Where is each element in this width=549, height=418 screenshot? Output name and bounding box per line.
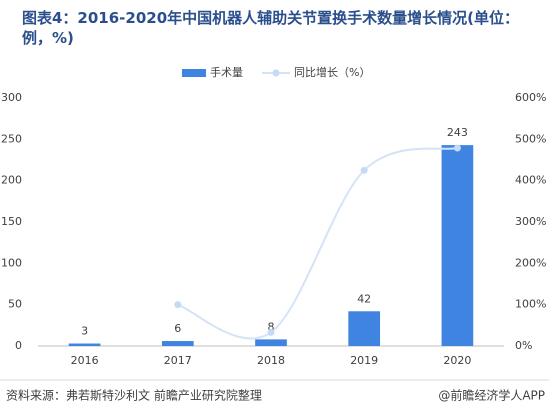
bar bbox=[255, 339, 287, 346]
bar bbox=[441, 145, 474, 346]
line-point bbox=[267, 328, 275, 336]
y2-tick-label: 400% bbox=[515, 174, 546, 187]
bar bbox=[348, 311, 381, 346]
bar bbox=[68, 343, 101, 346]
line-point bbox=[360, 166, 368, 174]
y-tick-label: 150 bbox=[1, 215, 22, 228]
y2-tick-label: 200% bbox=[515, 256, 546, 269]
line-point bbox=[453, 144, 461, 152]
x-tick-label: 2020 bbox=[443, 354, 471, 367]
line-point bbox=[174, 301, 182, 309]
x-tick-label: 2018 bbox=[257, 354, 285, 367]
y2-tick-label: 0% bbox=[515, 339, 532, 352]
legend-swatch bbox=[182, 69, 206, 77]
y2-tick-label: 100% bbox=[515, 298, 546, 311]
legend-label: 手术量 bbox=[210, 65, 243, 79]
line bbox=[177, 147, 458, 340]
legend-swatch bbox=[272, 69, 280, 77]
value-label: 243 bbox=[447, 126, 468, 139]
value-label: 6 bbox=[174, 322, 181, 335]
value-label: 8 bbox=[268, 320, 275, 333]
y-tick-label: 300 bbox=[1, 91, 22, 104]
y-tick-label: 200 bbox=[1, 174, 22, 187]
value-label: 42 bbox=[357, 292, 371, 305]
x-tick-label: 2016 bbox=[71, 354, 99, 367]
y2-tick-label: 500% bbox=[515, 132, 546, 145]
bar bbox=[161, 341, 194, 346]
legend-label: 同比增长（%） bbox=[294, 65, 370, 79]
source: 资料来源：弗若斯特沙利文 前瞻产业研究院整理 bbox=[6, 388, 262, 403]
y-tick-label: 50 bbox=[8, 298, 22, 311]
y-tick-label: 250 bbox=[1, 132, 22, 145]
y2-tick-label: 600% bbox=[515, 91, 546, 104]
y2-tick-label: 300% bbox=[515, 215, 546, 228]
x-tick-label: 2017 bbox=[164, 354, 192, 367]
y-tick-label: 0 bbox=[15, 339, 22, 352]
y-tick-label: 100 bbox=[1, 256, 22, 269]
x-tick-label: 2019 bbox=[350, 354, 378, 367]
chart-title: 图表4：2016-2020年中国机器人辅助关节置换手术数量增长情况(单位：例，%… bbox=[22, 9, 520, 47]
value-label: 3 bbox=[81, 325, 88, 338]
brand: @前瞻经济学人APP bbox=[438, 388, 545, 403]
